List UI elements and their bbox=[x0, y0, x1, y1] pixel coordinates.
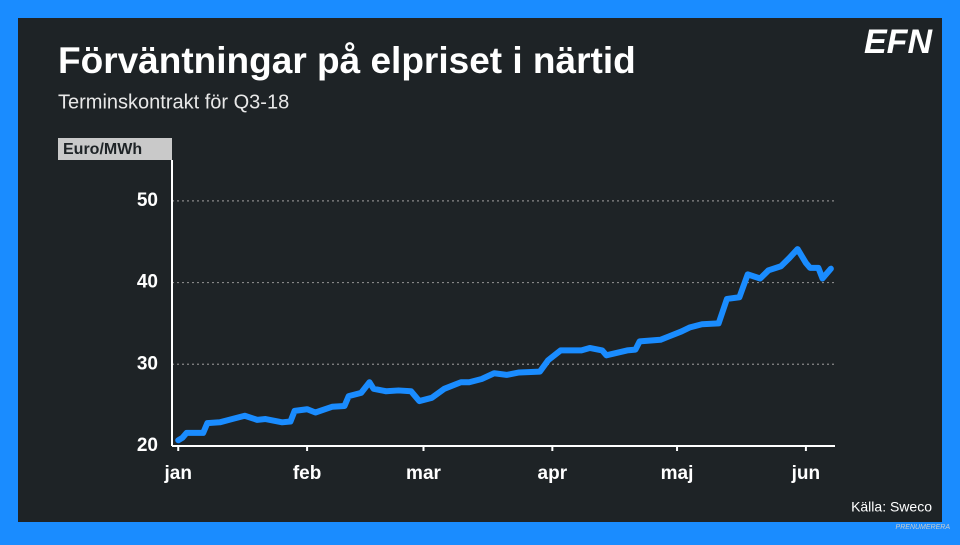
x-tick-label: apr bbox=[538, 463, 568, 484]
y-axis-label: Euro/MWh bbox=[63, 141, 142, 158]
x-tick-label: maj bbox=[661, 463, 694, 484]
x-tick-label: feb bbox=[293, 463, 322, 484]
y-tick-label: 20 bbox=[137, 435, 158, 456]
data-line bbox=[175, 246, 834, 444]
x-tick-label: jan bbox=[164, 463, 192, 484]
source: Källa: Sweco bbox=[851, 499, 932, 515]
logo: EFN bbox=[864, 23, 933, 61]
x-tick-label: jun bbox=[791, 463, 821, 484]
y-tick-label: 30 bbox=[137, 353, 158, 374]
chart-title: Förväntningar på elpriset i närtid bbox=[58, 40, 636, 81]
y-tick-label: 50 bbox=[137, 190, 158, 211]
y-label-box bbox=[58, 138, 172, 160]
x-tick-label: mar bbox=[406, 463, 441, 484]
chart-subtitle: Terminskontrakt för Q3-18 bbox=[58, 91, 289, 113]
y-tick-label: 40 bbox=[137, 272, 158, 293]
footer: PRENUMERERA bbox=[896, 524, 951, 531]
